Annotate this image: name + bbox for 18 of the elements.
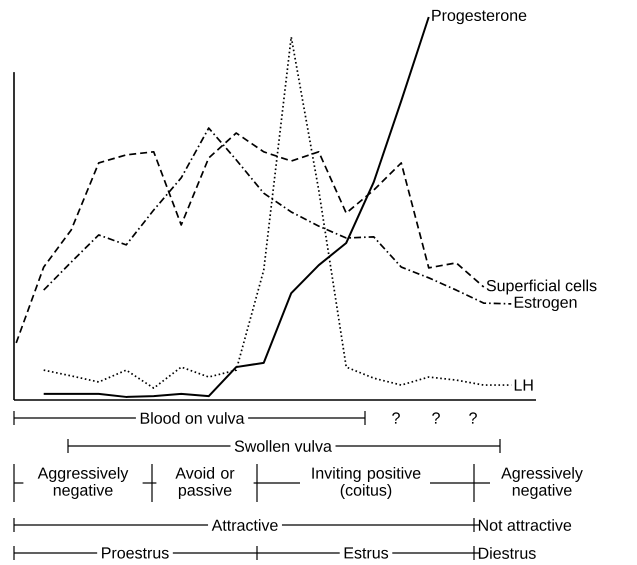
text: Aggressively negative — [38, 467, 128, 499]
text: Inviting positive (coitus) — [312, 467, 420, 499]
text: Not attractive — [478, 519, 572, 531]
text: Attractive — [212, 519, 278, 531]
series-label: LH — [514, 380, 533, 391]
series-label: Progesterone — [432, 10, 526, 24]
text: Swollen vulva — [234, 440, 332, 452]
series-label: Superficial cells — [486, 280, 596, 294]
text: Blood on vulva — [140, 412, 244, 424]
text: ? — [392, 412, 400, 424]
series-label: Estrogen — [514, 296, 576, 312]
text: ? — [469, 412, 477, 424]
text: ? — [432, 412, 440, 424]
text: Proestrus — [102, 547, 169, 559]
text: Diestrus — [478, 547, 536, 559]
text: Agressively negative — [501, 467, 583, 499]
text: Estrus — [344, 547, 388, 559]
text: Avoid or passive — [175, 467, 234, 499]
